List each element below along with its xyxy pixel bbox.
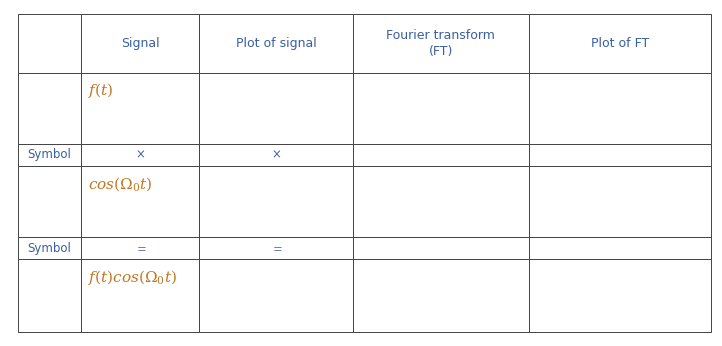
Text: $=$: $=$ — [134, 242, 147, 255]
Bar — [529, 14, 711, 73]
Bar — [18, 259, 81, 332]
Bar — [199, 14, 353, 73]
Bar — [353, 144, 529, 166]
Text: $\times$: $\times$ — [271, 148, 282, 161]
Bar — [18, 14, 81, 73]
Bar — [81, 73, 199, 144]
Bar — [199, 166, 353, 237]
Bar — [353, 166, 529, 237]
Bar — [18, 237, 81, 259]
Text: $=$: $=$ — [270, 242, 282, 255]
Bar — [81, 144, 199, 166]
Text: $f(t)cos(\Omega_0 t)$: $f(t)cos(\Omega_0 t)$ — [88, 268, 177, 287]
Bar — [81, 259, 199, 332]
Text: $f(t)$: $f(t)$ — [88, 81, 113, 100]
Text: Plot of FT: Plot of FT — [591, 37, 649, 50]
Bar — [199, 73, 353, 144]
Bar — [18, 166, 81, 237]
Text: Plot of signal: Plot of signal — [236, 37, 316, 50]
Bar — [529, 166, 711, 237]
Text: $cos(\Omega_0 t)$: $cos(\Omega_0 t)$ — [88, 175, 152, 192]
Bar — [81, 166, 199, 237]
Bar — [529, 144, 711, 166]
Bar — [199, 259, 353, 332]
Bar — [529, 237, 711, 259]
Bar — [18, 73, 81, 144]
Bar — [353, 237, 529, 259]
Text: $\times$: $\times$ — [135, 148, 145, 161]
Text: Symbol: Symbol — [27, 148, 71, 161]
Bar — [353, 259, 529, 332]
Text: Fourier transform
(FT): Fourier transform (FT) — [386, 29, 495, 58]
Bar — [18, 144, 81, 166]
Bar — [529, 259, 711, 332]
Bar — [199, 144, 353, 166]
Bar — [353, 14, 529, 73]
Bar — [529, 73, 711, 144]
Text: Symbol: Symbol — [27, 242, 71, 255]
Bar — [81, 237, 199, 259]
Bar — [353, 73, 529, 144]
Bar — [81, 14, 199, 73]
Bar — [199, 237, 353, 259]
Text: Signal: Signal — [121, 37, 160, 50]
